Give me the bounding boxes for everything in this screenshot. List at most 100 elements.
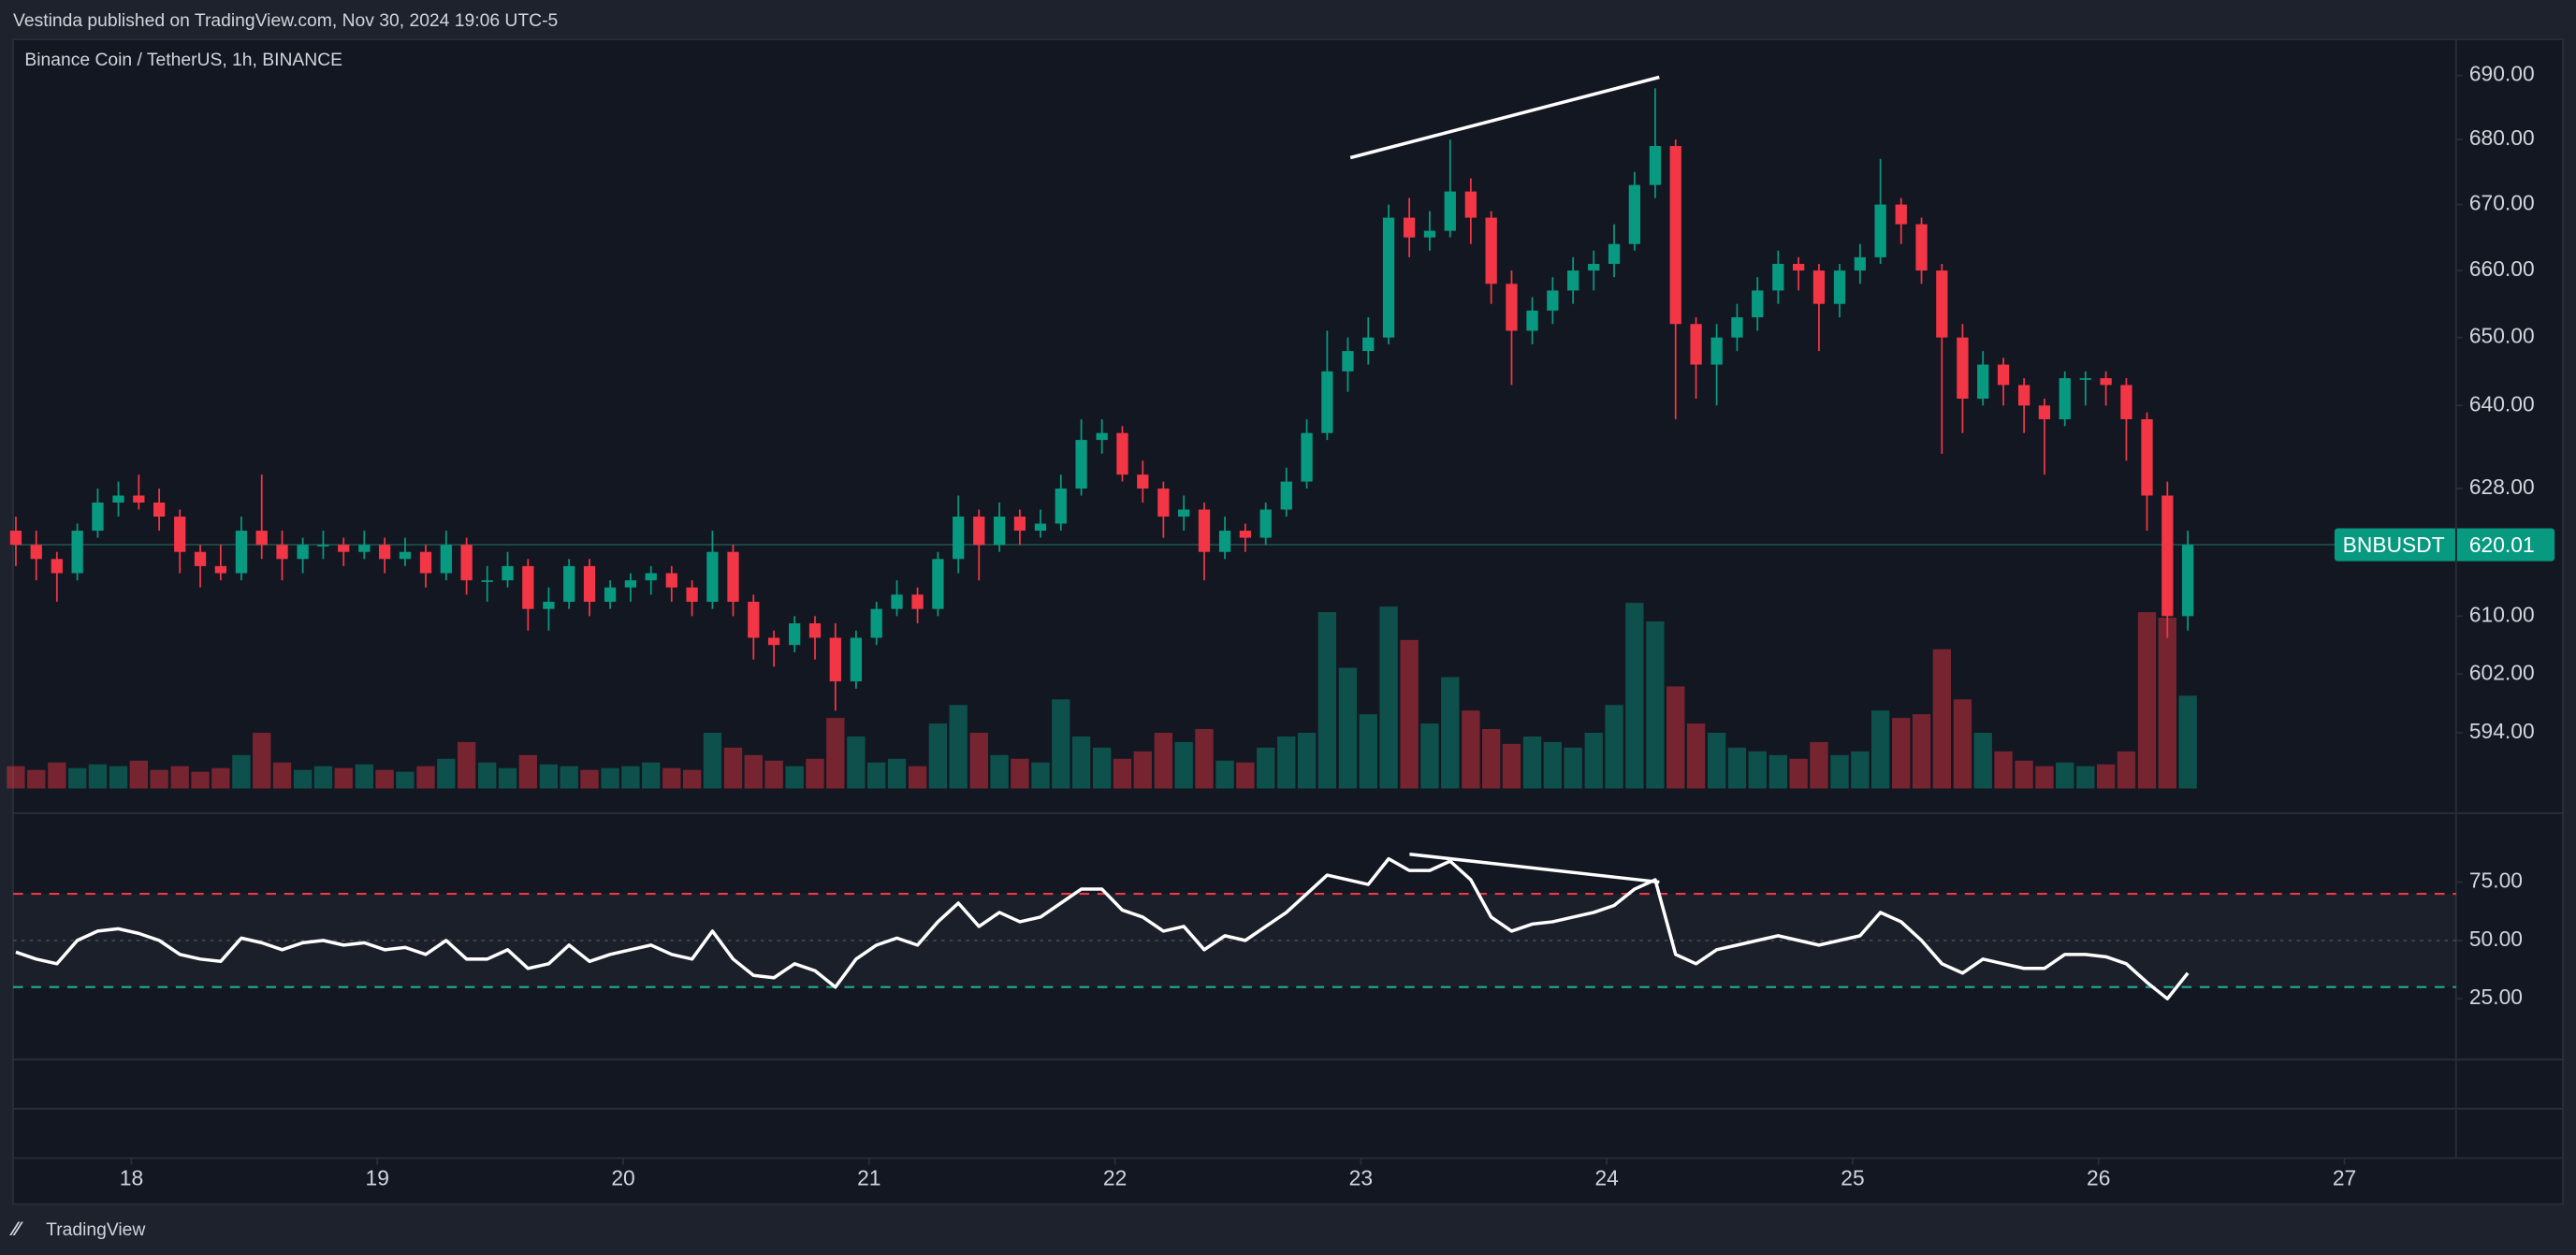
volume-bar bbox=[232, 754, 251, 789]
volume-bar bbox=[48, 762, 66, 789]
candle-body bbox=[1055, 489, 1067, 524]
candle-body bbox=[1321, 371, 1333, 433]
volume-bar bbox=[129, 760, 148, 789]
candle-body bbox=[706, 551, 719, 603]
candle-body bbox=[543, 602, 555, 609]
volume-bar bbox=[539, 764, 559, 789]
candle-body bbox=[563, 565, 575, 603]
candle-body bbox=[1137, 474, 1149, 489]
rsi-line bbox=[15, 856, 2190, 1000]
volume-bar bbox=[867, 762, 886, 789]
candle-body bbox=[419, 551, 432, 574]
volume-bar bbox=[1605, 705, 1623, 789]
candle-body bbox=[174, 516, 186, 552]
candle-body bbox=[92, 502, 104, 532]
candle-body bbox=[2141, 418, 2153, 496]
candle-body bbox=[2017, 385, 2030, 406]
candle-body bbox=[1812, 270, 1826, 304]
volume-bar bbox=[7, 766, 25, 789]
volume-bar bbox=[2158, 618, 2176, 789]
x-tick-label: 20 bbox=[611, 1165, 634, 1189]
volume-bar bbox=[1379, 606, 1398, 789]
candle-body bbox=[911, 594, 924, 609]
x-tick-label: 18 bbox=[120, 1165, 143, 1189]
volume-bar bbox=[806, 758, 824, 789]
candle-body bbox=[1485, 217, 1497, 285]
volume-bar bbox=[887, 758, 907, 789]
volume-bar bbox=[2137, 612, 2157, 789]
volume-bar bbox=[847, 736, 866, 789]
candle-body bbox=[133, 495, 145, 503]
last-price-label: 620.01 bbox=[2469, 533, 2535, 557]
volume-bar bbox=[150, 769, 168, 789]
candle-body bbox=[1198, 509, 1211, 552]
volume-bar bbox=[969, 733, 988, 789]
volume-bar bbox=[2117, 751, 2136, 789]
candle-body bbox=[1464, 191, 1477, 218]
volume-bar bbox=[2178, 695, 2197, 789]
volume-bar bbox=[1071, 736, 1091, 789]
volume-bar bbox=[272, 762, 292, 789]
candle-body bbox=[1342, 351, 1354, 372]
publish-info: Vestinda published on TradingView.com, N… bbox=[13, 11, 558, 31]
candle-body bbox=[870, 608, 882, 638]
rsi-tick-label: 25.00 bbox=[2469, 985, 2523, 1009]
candle-body bbox=[1034, 523, 1047, 532]
candle-body bbox=[1936, 270, 1948, 338]
volume-bar bbox=[27, 769, 46, 789]
volume-bar bbox=[744, 754, 763, 789]
candle-body bbox=[440, 545, 452, 574]
candle-body bbox=[2100, 378, 2112, 386]
candle-body bbox=[1116, 432, 1128, 475]
candle-body bbox=[1423, 230, 1436, 238]
volume-bar bbox=[928, 723, 948, 789]
candle-body bbox=[1362, 337, 1375, 352]
volume-bar bbox=[1133, 751, 1152, 789]
candle-body bbox=[2059, 378, 2071, 419]
volume-bar bbox=[191, 771, 210, 789]
volume-bar bbox=[723, 747, 743, 789]
volume-bar bbox=[1400, 639, 1419, 789]
candle-body bbox=[502, 565, 514, 581]
candle-body bbox=[522, 565, 534, 609]
candle-body bbox=[1444, 191, 1456, 231]
volume-bar bbox=[396, 771, 415, 789]
volume-bar bbox=[1031, 762, 1050, 789]
symbol-label: BNBUSDT bbox=[2343, 533, 2445, 557]
volume-bar bbox=[1748, 751, 1767, 789]
volume-bar bbox=[1441, 677, 1460, 789]
symbol-title: Binance Coin / TetherUS, 1h, BINANCE bbox=[24, 51, 342, 70]
footer-logo: TradingView bbox=[46, 1220, 145, 1240]
x-tick-label: 24 bbox=[1594, 1165, 1619, 1189]
volume-bar bbox=[1338, 667, 1358, 789]
volume-bar bbox=[170, 766, 189, 789]
candle-body bbox=[460, 545, 473, 581]
candle-body bbox=[2038, 405, 2051, 419]
candle-body bbox=[808, 623, 822, 638]
candle-body bbox=[1628, 184, 1641, 244]
candle-body bbox=[1526, 310, 1538, 331]
candle-body bbox=[1957, 337, 1969, 399]
volume-bar bbox=[498, 767, 517, 789]
candle-body bbox=[297, 545, 309, 560]
x-tick-label: 27 bbox=[2333, 1165, 2356, 1189]
volume-bar bbox=[88, 764, 108, 789]
volume-bar bbox=[1830, 754, 1849, 789]
volume-bar bbox=[1625, 603, 1644, 789]
candle-body bbox=[317, 545, 329, 547]
candle-body bbox=[358, 545, 371, 552]
volume-bar bbox=[1522, 736, 1542, 789]
volume-bar bbox=[1481, 729, 1501, 789]
volume-bar bbox=[1707, 733, 1726, 789]
candle-body bbox=[767, 637, 780, 646]
candle-body bbox=[1075, 440, 1087, 489]
volume-bar bbox=[375, 769, 394, 789]
volume-bar bbox=[990, 754, 1009, 789]
candle-body bbox=[51, 559, 63, 574]
rsi-band bbox=[13, 894, 2456, 987]
candle-body bbox=[973, 516, 985, 546]
candle-body bbox=[1710, 337, 1723, 365]
volume-bar bbox=[293, 769, 313, 789]
candle-body bbox=[1895, 204, 1907, 225]
y-tick-label: 660.00 bbox=[2469, 256, 2535, 281]
